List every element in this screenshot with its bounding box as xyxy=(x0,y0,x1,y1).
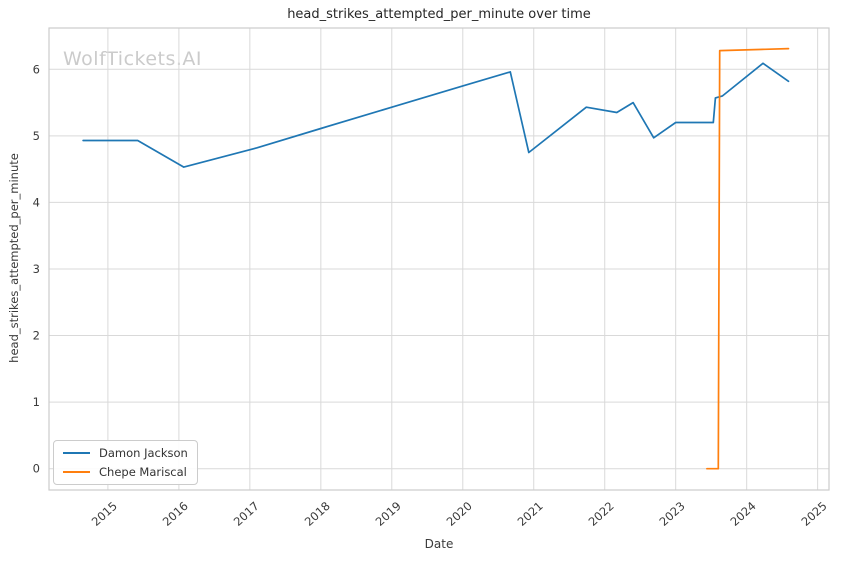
svg-text:2: 2 xyxy=(33,329,40,343)
legend: Damon Jackson Chepe Mariscal xyxy=(53,440,198,485)
legend-entry-damon-jackson: Damon Jackson xyxy=(63,446,188,460)
svg-text:2023: 2023 xyxy=(657,499,688,529)
svg-text:6: 6 xyxy=(33,62,40,76)
watermark: WolfTickets.AI xyxy=(63,48,203,70)
x-axis-label: Date xyxy=(424,537,454,551)
svg-text:3: 3 xyxy=(33,262,40,276)
legend-entry-chepe-mariscal: Chepe Mariscal xyxy=(63,465,188,479)
svg-text:2018: 2018 xyxy=(302,499,333,529)
svg-text:2019: 2019 xyxy=(373,499,404,529)
svg-text:2015: 2015 xyxy=(89,499,120,529)
svg-text:0: 0 xyxy=(33,462,40,476)
legend-label: Chepe Mariscal xyxy=(99,465,187,479)
svg-text:2025: 2025 xyxy=(799,499,830,529)
svg-text:2016: 2016 xyxy=(160,499,191,529)
svg-text:1: 1 xyxy=(33,395,40,409)
y-axis-label: head_strikes_attempted_per_minute xyxy=(7,153,21,363)
svg-text:2017: 2017 xyxy=(231,499,262,529)
svg-text:4: 4 xyxy=(33,195,40,209)
chart-title: head_strikes_attempted_per_minute over t… xyxy=(287,7,591,22)
svg-text:2020: 2020 xyxy=(444,499,475,529)
svg-text:5: 5 xyxy=(33,129,40,143)
svg-text:2024: 2024 xyxy=(728,499,759,529)
legend-label: Damon Jackson xyxy=(99,446,188,460)
legend-line-swatch-orange xyxy=(63,471,90,473)
svg-text:2022: 2022 xyxy=(586,499,617,529)
svg-text:2021: 2021 xyxy=(515,499,546,529)
legend-line-swatch-blue xyxy=(63,452,90,454)
